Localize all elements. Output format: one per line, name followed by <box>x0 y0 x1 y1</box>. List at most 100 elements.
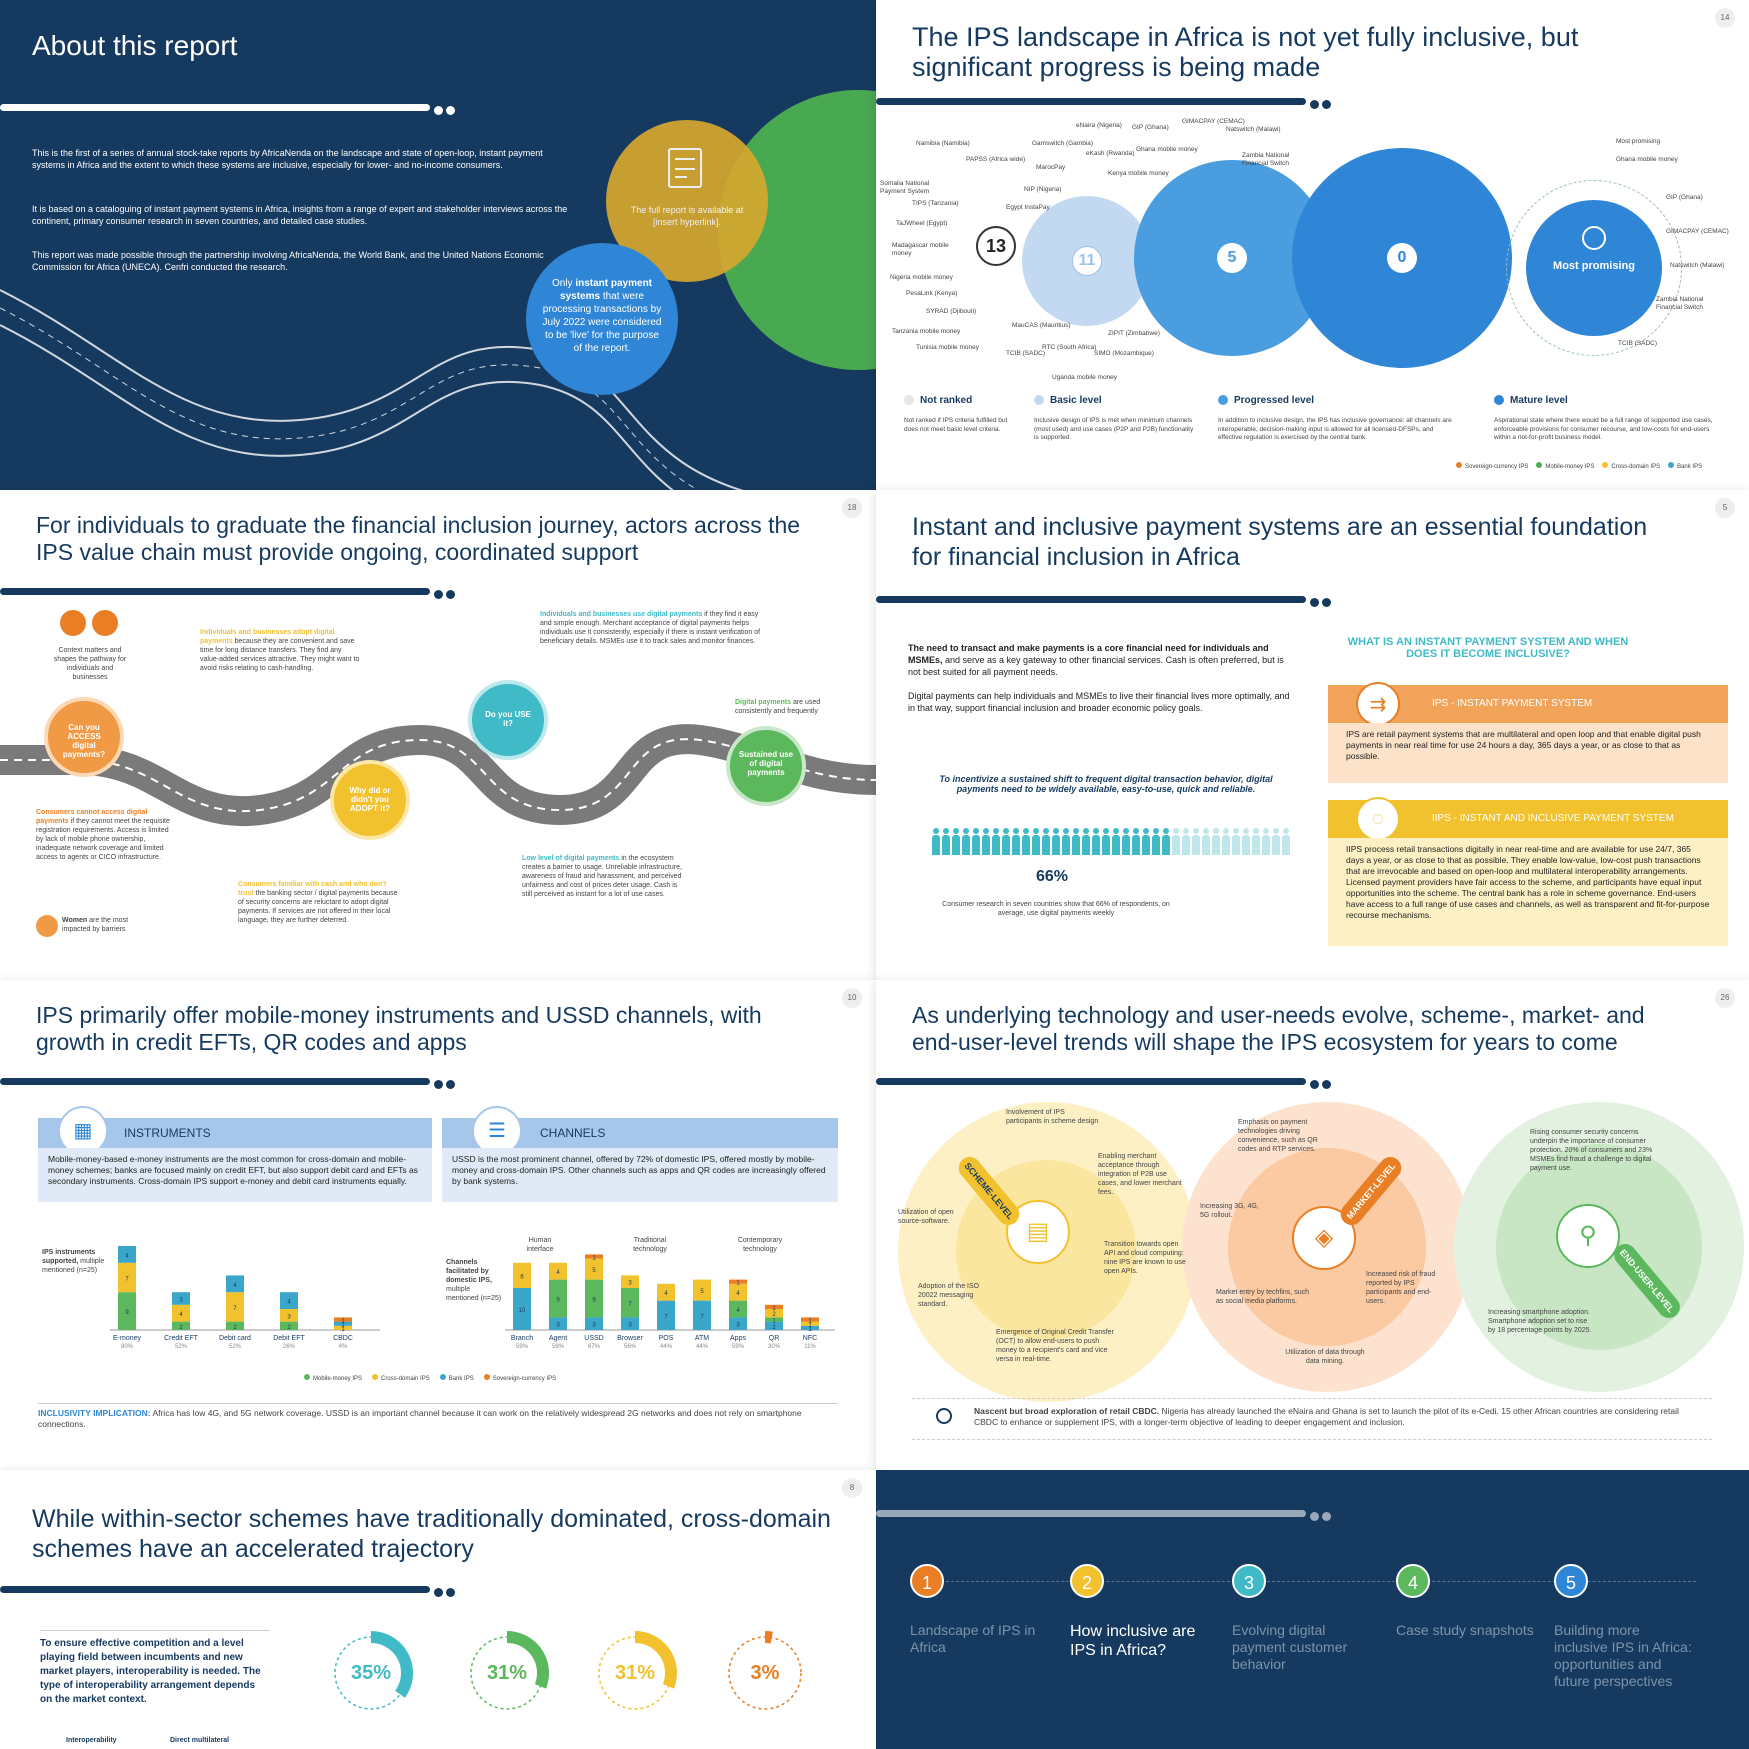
step-number-2[interactable]: 2 <box>1070 1564 1104 1598</box>
women-text: Women are the most impacted by barriers <box>62 917 129 933</box>
most-promising-label: Most promising <box>1553 260 1635 272</box>
market-trend-4: Increased risk of fraud reported by IPS … <box>1366 1271 1436 1305</box>
use-text: Individuals and businesses use digital p… <box>540 611 761 645</box>
channels-text: USSD is the most prominent channel, offe… <box>442 1148 838 1202</box>
ips-label-left: PesaLink (Kenya) <box>906 290 958 297</box>
research-text: Consumer research in seven countries sho… <box>942 901 1170 917</box>
count-basic-badge: 11 <box>1072 246 1102 276</box>
category-label: Browser <box>617 1335 643 1342</box>
step-label-3[interactable]: Evolving digital payment customer behavi… <box>1232 1622 1348 1672</box>
category-pct-label: 56% <box>624 1344 637 1350</box>
bar-value-label: 3 <box>556 1323 560 1329</box>
bar-segment <box>172 1292 190 1305</box>
bar-segment <box>585 1258 603 1280</box>
legend-item: Cross-domain IPS <box>1602 462 1660 470</box>
person-icon <box>1062 828 1070 856</box>
bar-value-label: 1 <box>772 1319 776 1325</box>
step-number-4[interactable]: 4 <box>1396 1564 1430 1598</box>
bar-value-label: 1 <box>592 1256 596 1262</box>
scheme-trend-2: Enabling merchant acceptance through int… <box>1098 1153 1182 1196</box>
legend-dot <box>1456 462 1462 468</box>
bar-value-label: 1 <box>808 1323 812 1329</box>
bar-value-label: 4 <box>125 1253 129 1259</box>
legend-item: Sovereign-currency IPS <box>483 1374 556 1382</box>
category-pct-label: 67% <box>588 1344 601 1350</box>
bar-value-label: 3 <box>179 1298 183 1304</box>
bar-segment <box>226 1292 244 1322</box>
level-dot <box>1494 395 1504 406</box>
step-number-5[interactable]: 5 <box>1554 1564 1588 1598</box>
donut-value-label: 31% <box>486 1662 528 1684</box>
ips-label-top: Ghana mobile money <box>1136 146 1198 153</box>
bar-segment <box>801 1321 819 1326</box>
bar-value-label: 1 <box>341 1323 345 1329</box>
bar-value-label: 2 <box>772 1312 776 1318</box>
bar-value-label: 5 <box>700 1289 704 1295</box>
level-dot <box>1034 395 1044 406</box>
donut-chart <box>723 1631 807 1715</box>
bar-segment <box>280 1292 298 1309</box>
category-pct-label: 26% <box>283 1344 296 1350</box>
person-icon <box>1092 828 1100 856</box>
panel-cross-domain: While within-sector schemes have traditi… <box>0 1470 876 1749</box>
bar-value-label: 9 <box>125 1310 129 1316</box>
market-trend-1: Emphasis on payment technologies driving… <box>1238 1119 1318 1153</box>
bar-value-label: 1 <box>341 1327 345 1333</box>
page-title: While within-sector schemes have traditi… <box>32 1505 831 1563</box>
step-label-5[interactable]: Building more inclusive IPS in Africa: o… <box>1554 1622 1692 1689</box>
ips-label-bottom: ZIPIT (Zimbabwe) <box>1108 330 1160 337</box>
ips-label-bottom: Uganda mobile money <box>1052 374 1118 381</box>
title-dots <box>1310 1076 1336 1089</box>
step-label-4[interactable]: Case study snapshots <box>1396 1622 1534 1638</box>
adopt-text: Individuals and businesses adopt digital… <box>200 629 360 672</box>
person-icon <box>1022 828 1030 856</box>
bar-segment <box>729 1300 747 1318</box>
person-icon <box>1032 828 1040 856</box>
person-icon <box>1202 828 1210 856</box>
market-trend-5: Utilization of data through data mining. <box>1285 1349 1365 1365</box>
bar-value-label: 7 <box>700 1314 704 1320</box>
category-label: Debit card <box>219 1335 251 1342</box>
scheme-trend-5: Adoption of the ISO 20022 messaging stan… <box>918 1283 980 1308</box>
title-underline <box>0 104 430 111</box>
person-icon <box>1122 828 1130 856</box>
instruments-chart: 9 7 4 E-money 80% 2 4 3 Credit EFT 52% 2 7 4 Debit ca… <box>110 1230 380 1350</box>
enduser-icon: ⚲ <box>1556 1204 1620 1268</box>
step-number-1[interactable]: 1 <box>910 1564 944 1598</box>
title-dots <box>434 1076 460 1089</box>
woman-icon <box>36 915 58 937</box>
stacked-bar-svg: 9 7 4 E-money 80% 2 4 3 Credit EFT 52% 2 7 4 Debit ca… <box>110 1246 380 1350</box>
scheme-icon: ▤ <box>1006 1200 1070 1264</box>
page-title: Instant and inclusive payment systems ar… <box>912 513 1648 571</box>
step-label-2[interactable]: How inclusive are IPS in Africa? <box>1070 1623 1196 1659</box>
bar-segment <box>585 1254 603 1259</box>
legend-dot <box>304 1374 310 1380</box>
legend-label: Mobile-money IPS <box>313 1376 363 1382</box>
category-label: Agent <box>549 1335 567 1342</box>
mature-level-circle: 0 <box>1292 148 1512 368</box>
panel-trends: As underlying technology and user-needs … <box>876 980 1749 1470</box>
legend-item: Bank IPS <box>439 1374 474 1382</box>
step-number-3[interactable]: 3 <box>1232 1564 1266 1598</box>
full-report-link[interactable]: The full report is available at [insert … <box>630 205 744 227</box>
ips-label-left: Madagascar mobile money <box>892 242 949 257</box>
ips-label-right: Natswitch (Malawi) <box>1670 262 1725 269</box>
step-label-1[interactable]: Landscape of IPS in Africa <box>910 1622 1036 1655</box>
bar-value-label: 4 <box>179 1312 183 1318</box>
page-title: About this report <box>32 30 238 61</box>
legend-item: Bank IPS <box>1668 462 1702 470</box>
donut-arc <box>329 1631 413 1715</box>
person-icon <box>982 828 990 856</box>
bar-value-label: 7 <box>233 1306 237 1312</box>
title-underline <box>0 1078 430 1085</box>
legend-label: Sovereign-currency IPS <box>1465 464 1529 470</box>
ips-label-right: TCIB (SADC) <box>1618 340 1657 347</box>
ips-label-right: Ghana mobile money <box>1616 156 1678 163</box>
channels-chart: 10 6 Branch 59% 3 9 4 Agent 59% 3 9 5 1 USSD 67% 3 7 3 Bro… <box>505 1230 835 1350</box>
bar-segment <box>765 1304 783 1309</box>
market-trend-3: Market entry by techfins, such as social… <box>1216 1289 1309 1305</box>
bar-segment <box>621 1288 639 1318</box>
ips-label-left: Namibia (Namibia) <box>916 140 970 147</box>
panel-about-report: About this report This is the first of a… <box>0 0 876 490</box>
person-icon <box>952 828 960 856</box>
